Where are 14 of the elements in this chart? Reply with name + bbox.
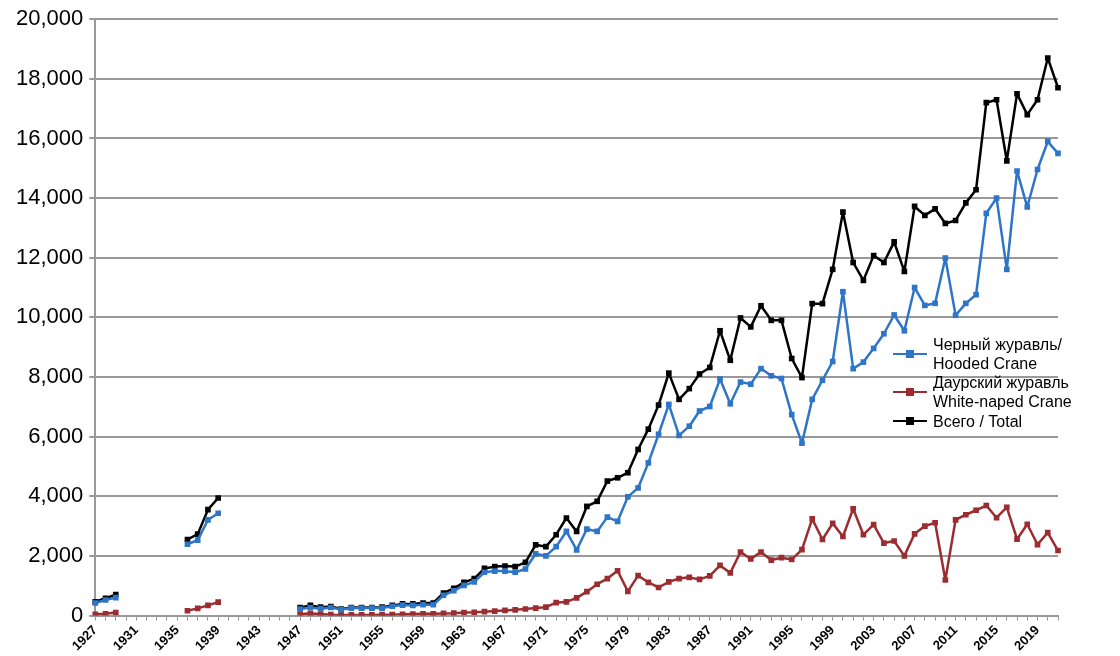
y-tick-label: 20,000 — [15, 5, 84, 31]
legend-label: Всего / Total — [933, 411, 1023, 431]
y-tick-label: 18,000 — [15, 64, 84, 90]
legend-label: Даурский журавль White-naped Crane — [933, 373, 1073, 411]
y-tick-label: 0 — [71, 601, 84, 627]
y-tick-label: 14,000 — [15, 184, 84, 210]
y-tick-label: 8,000 — [28, 363, 84, 389]
y-tick-label: 2,000 — [28, 541, 84, 567]
y-tick-label: 16,000 — [15, 124, 84, 150]
y-tick-label: 4,000 — [28, 482, 84, 508]
y-tick-label: 6,000 — [28, 422, 84, 448]
legend-label: Черный журавль/ Hooded Crane — [933, 335, 1063, 373]
y-tick-label: 12,000 — [15, 243, 84, 269]
y-tick-label: 10,000 — [15, 303, 84, 329]
